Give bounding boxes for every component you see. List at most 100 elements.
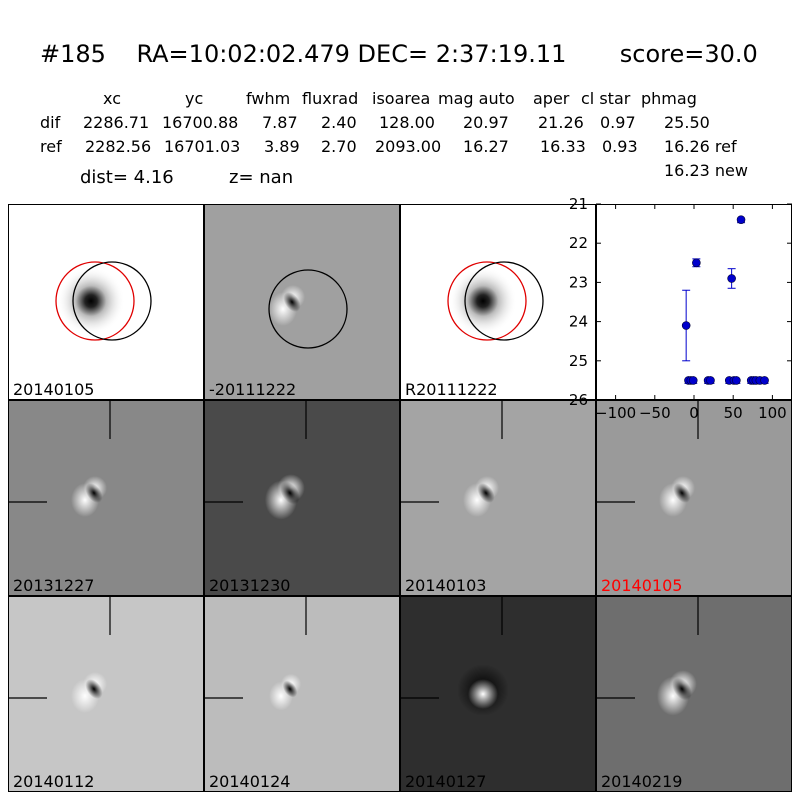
dist-value: dist= 4.16 — [80, 167, 174, 188]
table-cell: 0.93 — [602, 137, 638, 156]
negative-lobe — [283, 292, 301, 312]
plot-frame — [596, 204, 792, 400]
aperture-circle-red — [447, 261, 527, 341]
data-point — [727, 274, 736, 283]
stamp-date-label: 20140112 — [13, 772, 95, 791]
table-cell: 2093.00 — [375, 137, 442, 156]
image-stamp: R20111222 — [400, 204, 596, 400]
stamp-date-label: 20140127 — [405, 772, 487, 791]
row-label: ref — [40, 137, 62, 156]
star-blob — [57, 267, 125, 335]
aperture-circle-black — [464, 261, 544, 341]
star-blob — [449, 267, 517, 335]
col-header: cl star — [581, 89, 631, 108]
y-tick-label: 22 — [569, 234, 588, 252]
table-cell: 20.97 — [463, 113, 509, 132]
x-tick-label: −50 — [639, 404, 671, 422]
table-cell: 21.26 — [538, 113, 584, 132]
data-point — [681, 321, 691, 330]
y-tick-label: 24 — [569, 313, 588, 331]
negative-lobe — [282, 680, 298, 698]
data-point — [736, 215, 746, 224]
negative-lobe — [85, 679, 103, 699]
stamp-date-label: R20111222 — [405, 380, 498, 399]
x-tick-label: 0 — [689, 404, 699, 422]
stamp-image — [401, 597, 509, 716]
table-cell: 25.50 — [664, 113, 710, 132]
dec-coordinate: DEC= 2:37:19.11 — [357, 40, 567, 68]
image-stamp: 20140127 — [400, 596, 596, 792]
table-cell: 2282.56 — [85, 137, 152, 156]
col-header: fwhm — [246, 89, 291, 108]
stamp-date-label: 20140124 — [209, 772, 291, 791]
stamp-date-label: -20111222 — [209, 380, 297, 399]
stamp-image — [597, 401, 699, 517]
z-value: z= nan — [229, 167, 294, 188]
aperture-circle-black — [268, 269, 348, 349]
candidate-title: #185 RA=10:02:02.479 DEC= 2:37:19.11 sco… — [40, 40, 758, 68]
x-tick-label: −100 — [595, 404, 636, 422]
col-header: mag auto — [438, 89, 515, 108]
col-header: fluxrad — [302, 89, 359, 108]
table-cell: 3.89 — [264, 137, 300, 156]
table-cell: 0.97 — [600, 113, 636, 132]
image-stamp: 20140105 — [8, 204, 204, 400]
table-cell: 7.87 — [262, 113, 298, 132]
stamp-date-label: 20140103 — [405, 576, 487, 595]
negative-lobe — [280, 481, 300, 505]
col-header: aper — [533, 89, 570, 108]
light-curve-svg: 21 22 23 24 25 26 −100 −50 0 50 100 — [569, 195, 792, 422]
row-label: dif — [40, 113, 61, 132]
y-tick-label: 23 — [569, 273, 588, 291]
bright-core — [468, 679, 498, 709]
table-cell: 2286.71 — [83, 113, 150, 132]
x-tick-label: 100 — [758, 404, 787, 422]
table-cell: 16700.88 — [162, 113, 239, 132]
data-point — [706, 376, 715, 385]
stamp-image — [9, 597, 111, 713]
ra-coordinate: RA=10:02:02.479 — [136, 40, 350, 68]
candidate-id: #185 — [40, 40, 106, 68]
image-stamp: 20140103 — [400, 400, 596, 596]
table-cell: 16.27 — [463, 137, 509, 156]
image-stamp: 20140112 — [8, 596, 204, 792]
data-point — [688, 376, 698, 385]
image-stamp: 20140105 — [596, 400, 792, 596]
negative-lobe — [477, 483, 495, 503]
image-stamp: 20140124 — [204, 596, 400, 792]
image-stamp: 20140219 — [596, 596, 792, 792]
y-tick-label: 21 — [569, 195, 588, 213]
stamp-date-label: 20131230 — [209, 576, 291, 595]
stamp-image — [268, 269, 348, 349]
col-header: yc — [185, 89, 204, 108]
x-tick-label: 50 — [724, 404, 743, 422]
negative-lobe — [672, 677, 692, 701]
stamp-date-label: 20131227 — [13, 576, 95, 595]
stamp-image — [205, 401, 307, 520]
col-header: xc — [103, 89, 121, 108]
stamp-image — [9, 401, 111, 517]
y-tick-label: 25 — [569, 352, 588, 370]
table-cell: 16.26 ref — [664, 137, 737, 156]
stamp-date-label: 20140105 — [13, 380, 95, 399]
table-cell: 16.33 — [540, 137, 586, 156]
aperture-circle-black — [72, 261, 152, 341]
stamp-image — [447, 261, 544, 341]
image-stamp: -20111222 — [204, 204, 400, 400]
stamp-image — [401, 401, 503, 517]
table-cell: 2.70 — [321, 137, 357, 156]
image-stamp: 20131227 — [8, 400, 204, 596]
table-cell: 128.00 — [379, 113, 435, 132]
y-tick-label: 26 — [569, 391, 588, 409]
stamp-image — [597, 597, 699, 716]
score-value: score=30.0 — [619, 40, 758, 68]
col-header: isoarea — [372, 89, 431, 108]
stamp-image — [205, 597, 307, 711]
negative-lobe — [673, 483, 691, 503]
data-point — [760, 376, 769, 385]
data-point — [732, 376, 741, 385]
table-cell: 16701.03 — [164, 137, 241, 156]
col-header: phmag — [641, 89, 697, 108]
stamp-date-label: 20140219 — [601, 772, 683, 791]
negative-lobe — [85, 483, 103, 503]
